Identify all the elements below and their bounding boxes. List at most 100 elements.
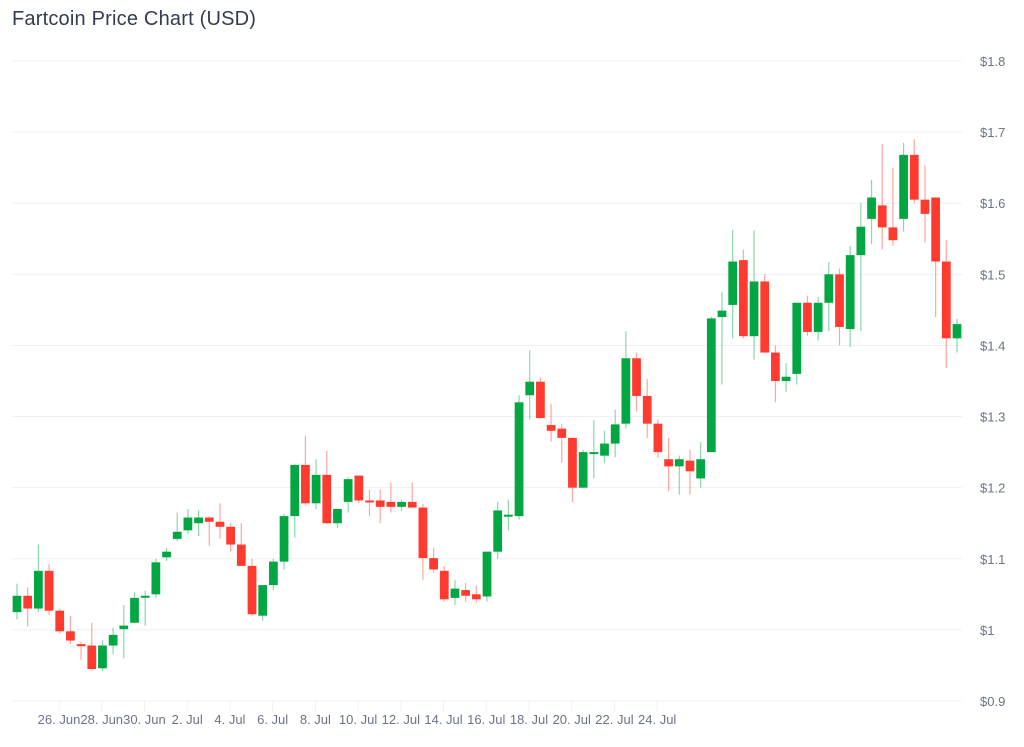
candle [781, 363, 791, 392]
candle [642, 378, 652, 438]
candle-body [738, 260, 748, 337]
candle [738, 249, 748, 339]
x-tick-label: 26. Jun [38, 712, 81, 727]
candle-body [931, 197, 941, 262]
candle-body [728, 261, 738, 305]
candle [354, 475, 364, 504]
candle [706, 317, 716, 453]
candle [12, 583, 22, 620]
candle-body [172, 531, 182, 539]
candle-body [98, 645, 107, 669]
candle [536, 377, 545, 419]
candle-body [600, 443, 609, 456]
candle [760, 274, 770, 353]
candle [813, 297, 823, 341]
candle [803, 295, 812, 337]
candle [568, 437, 577, 502]
candle-body [771, 352, 780, 381]
candle-body [354, 475, 364, 501]
candle [66, 615, 75, 645]
candle [728, 230, 738, 339]
candle [183, 509, 193, 534]
candle [407, 482, 417, 508]
y-tick-label: $0.9 [980, 694, 1005, 709]
y-tick-label: $1.8 [980, 54, 1005, 69]
candle-body [151, 562, 161, 595]
x-axis: 26. Jun 28. Jun 30. Jun 2. Jul 4. Jul 6. Jul 8… [38, 701, 676, 727]
candle [333, 509, 342, 529]
candle-body [12, 595, 22, 613]
candle [589, 420, 599, 479]
candle [290, 464, 300, 538]
x-tick-label: 20. Jul [553, 712, 591, 727]
candle-body [450, 588, 460, 598]
candle-body [610, 424, 620, 444]
candle-body [279, 516, 289, 562]
candle-body [952, 324, 962, 339]
candle [162, 548, 171, 561]
candle-body [108, 634, 118, 646]
candle [888, 167, 898, 246]
candle [557, 423, 567, 463]
candle-body [23, 595, 33, 609]
y-tick-label: $1 [980, 623, 994, 638]
candle [610, 409, 620, 458]
candle [685, 449, 695, 495]
candle-body [429, 558, 438, 570]
candle [952, 319, 962, 353]
candle [696, 442, 706, 488]
x-tick-label: 22. Jul [595, 712, 633, 727]
candle-body [664, 459, 673, 467]
candle [76, 641, 86, 660]
candle [877, 144, 887, 250]
candle-body [194, 517, 203, 524]
candle [386, 482, 396, 513]
candle [268, 558, 278, 591]
candle-body [557, 428, 567, 438]
candle-body [824, 274, 834, 303]
candle-body [909, 154, 919, 200]
candle [493, 501, 503, 559]
candle-body [236, 544, 246, 566]
candle-body [803, 302, 812, 332]
candle-body [685, 460, 695, 472]
candle [749, 230, 759, 360]
x-tick-label: 2. Jul [172, 712, 203, 727]
candle-body [696, 459, 706, 479]
candle [503, 499, 513, 531]
candle-body [130, 597, 139, 623]
candle-body [856, 226, 866, 256]
candle-body [867, 197, 876, 219]
gridlines [12, 60, 962, 702]
y-tick-label: $1.6 [980, 196, 1005, 211]
candle [140, 590, 150, 626]
candle-body [471, 594, 481, 600]
candle [322, 450, 332, 524]
candle-body [247, 565, 257, 615]
y-tick-label: $1.4 [980, 338, 1005, 353]
candle-body [813, 302, 823, 332]
candle [931, 197, 941, 317]
y-axis: $0.9 $1 $1.1 $1.2 $1.3 $1.4 $1.5 $1.6 $1.7 $1.8 [980, 54, 1005, 709]
candle [44, 563, 54, 615]
candle-body [589, 452, 599, 455]
candle [471, 585, 481, 603]
candle [343, 477, 353, 513]
candle-body [717, 310, 727, 317]
candle [600, 430, 609, 463]
candle-body [55, 610, 65, 632]
candle [33, 544, 43, 613]
x-tick-label: 14. Jul [424, 712, 462, 727]
candle [664, 437, 673, 492]
x-tick-label: 4. Jul [214, 712, 245, 727]
candle [578, 449, 588, 488]
x-tick-label: 6. Jul [257, 712, 288, 727]
candle [236, 523, 246, 566]
x-tick-label: 18. Jul [510, 712, 548, 727]
candle [461, 582, 471, 602]
x-tick-label: 30. Jun [123, 712, 166, 727]
candle [824, 262, 834, 332]
x-tick-label: 16. Jul [467, 712, 505, 727]
candle-body [941, 261, 951, 339]
candle-body [835, 274, 844, 327]
